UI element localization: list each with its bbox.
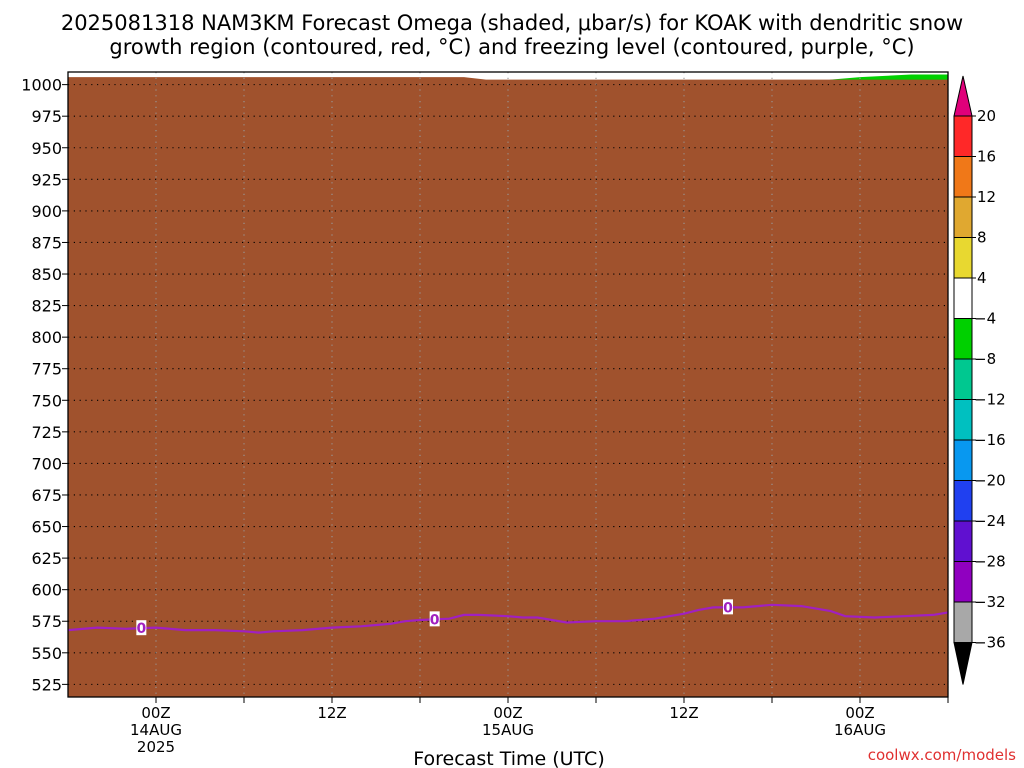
colorbar-label-1: 16 bbox=[977, 148, 996, 166]
y-axis: 525 550 575 600 625 650 675 700 725 750 775 800 825 8… bbox=[21, 76, 68, 694]
freezing-label-bg-2 bbox=[723, 599, 733, 615]
colorbar-bin-6 bbox=[953, 358, 973, 400]
x-tick-label-30-1: 15AUG bbox=[482, 721, 534, 739]
colorbar-bin-8 bbox=[953, 439, 973, 481]
y-tick-label-700: 700 bbox=[31, 454, 62, 473]
colorbar-label-5: −4 bbox=[974, 310, 996, 328]
y-tick-label-725: 725 bbox=[31, 423, 62, 442]
colorbar-bin-4 bbox=[953, 277, 973, 319]
colorbar-bin-5 bbox=[953, 318, 973, 360]
x-tick-label-18-0: 12Z bbox=[317, 704, 346, 722]
x-tick-label-6-2: 2025 bbox=[137, 738, 175, 756]
y-tick-label-875: 875 bbox=[31, 233, 62, 252]
y-tick-label-825: 825 bbox=[31, 297, 62, 316]
colorbar-label-11: −28 bbox=[974, 553, 1006, 571]
terrain-fill bbox=[68, 77, 948, 698]
y-tick-label-575: 575 bbox=[31, 612, 62, 631]
colorbar-bin-2 bbox=[953, 196, 973, 238]
colorbar-top-arrow bbox=[953, 75, 973, 117]
y-tick-label-950: 950 bbox=[31, 139, 62, 158]
colorbar-bin-9 bbox=[953, 480, 973, 522]
chart-title: 2025081318 NAM3KM Forecast Omega (shaded… bbox=[61, 11, 963, 59]
y-tick-label-650: 650 bbox=[31, 518, 62, 537]
x-tick-label-54-0: 00Z bbox=[845, 704, 874, 722]
freezing-level-label-2: 0 bbox=[723, 600, 733, 616]
colorbar-label-6: −8 bbox=[974, 350, 996, 368]
colorbar-label-0: 20 bbox=[977, 107, 996, 125]
x-tick-label-42-0: 12Z bbox=[669, 704, 698, 722]
colorbar-bin-10 bbox=[953, 520, 973, 562]
colorbar: 20 16 12 8 4 −4 −8 −12 −16 −20 −24 −28 −32 −36 bbox=[953, 75, 1006, 685]
x-tick-label-6-1: 14AUG bbox=[130, 721, 182, 739]
x-axis-label: Forecast Time (UTC) bbox=[413, 748, 604, 768]
freezing-level-label-1: 0 bbox=[430, 612, 440, 628]
x-tick-label-6-0: 00Z bbox=[141, 704, 170, 722]
title-line-1: 2025081318 NAM3KM Forecast Omega (shaded… bbox=[61, 11, 963, 35]
colorbar-label-4: 4 bbox=[977, 269, 987, 287]
colorbar-bin-11 bbox=[953, 561, 973, 603]
y-tick-label-550: 550 bbox=[31, 644, 62, 663]
colorbar-bin-12 bbox=[953, 601, 973, 643]
freezing-level-label-0: 0 bbox=[136, 621, 146, 637]
credit-text: coolwx.com/models bbox=[868, 746, 1016, 764]
y-tick-label-675: 675 bbox=[31, 486, 62, 505]
colorbar-label-12: −32 bbox=[974, 593, 1006, 611]
colorbar-label-7: −12 bbox=[974, 391, 1006, 409]
colorbar-bin-1 bbox=[953, 156, 973, 198]
y-tick-label-900: 900 bbox=[31, 202, 62, 221]
plot-border bbox=[67, 71, 949, 698]
terrain-strip bbox=[68, 77, 948, 698]
colorbar-label-9: −20 bbox=[974, 472, 1006, 490]
x-tick-label-30-0: 00Z bbox=[493, 704, 522, 722]
y-tick-label-975: 975 bbox=[31, 107, 62, 126]
y-tick-label-850: 850 bbox=[31, 265, 62, 284]
y-tick-label-1000: 1000 bbox=[21, 76, 62, 95]
colorbar-label-10: −24 bbox=[974, 512, 1006, 530]
title-line-2: growth region (contoured, red, °C) and f… bbox=[109, 35, 914, 59]
y-tick-label-625: 625 bbox=[31, 549, 62, 568]
y-tick-label-800: 800 bbox=[31, 328, 62, 347]
colorbar-label-13: −36 bbox=[974, 634, 1006, 652]
colorbar-label-2: 12 bbox=[977, 188, 996, 206]
freezing-level-line bbox=[67, 603, 949, 634]
colorbar-label-8: −16 bbox=[974, 431, 1006, 449]
x-tick-label-54-1: 16AUG bbox=[834, 721, 886, 739]
y-tick-label-750: 750 bbox=[31, 391, 62, 410]
freezing-label-bg-1 bbox=[429, 611, 440, 627]
y-tick-label-775: 775 bbox=[31, 360, 62, 379]
y-tick-label-600: 600 bbox=[31, 581, 62, 600]
freezing-label-bg-0 bbox=[136, 620, 147, 636]
colorbar-bottom-arrow bbox=[953, 642, 973, 685]
colorbar-bin-7 bbox=[953, 399, 973, 441]
freezing-level-contour: 0 0 0 bbox=[67, 599, 949, 637]
y-tick-label-525: 525 bbox=[31, 675, 62, 694]
y-tick-label-925: 925 bbox=[31, 170, 62, 189]
colorbar-bin-3 bbox=[953, 237, 973, 279]
colorbar-label-3: 8 bbox=[977, 229, 987, 247]
colorbar-bin-0 bbox=[953, 115, 973, 157]
